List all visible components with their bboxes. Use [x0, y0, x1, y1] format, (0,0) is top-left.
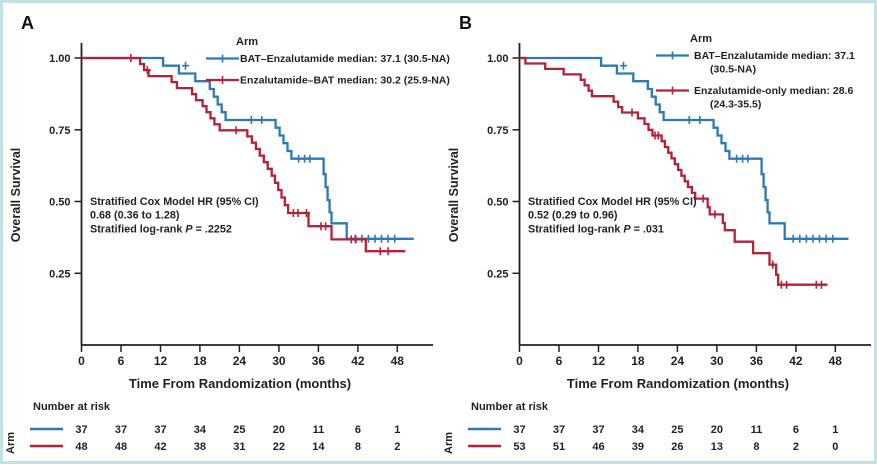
- censor-marks-red: [628, 108, 825, 289]
- at-risk-count: 53: [513, 441, 525, 453]
- x-tick-label: 36: [312, 354, 326, 368]
- y-tick-label: 0.75: [49, 125, 70, 137]
- x-tick-label: 0: [78, 354, 85, 368]
- x-tick-label: 30: [710, 354, 724, 368]
- x-tick-label: 42: [789, 354, 803, 368]
- at-risk-count: 11: [751, 424, 763, 436]
- y-axis-title: Overall Survival: [9, 148, 23, 243]
- y-tick-label: 1.00: [49, 53, 70, 65]
- x-tick-label: 18: [631, 354, 645, 368]
- at-risk-count: 46: [592, 441, 604, 453]
- panel-b-km-chart: 1.000.750.500.250 6 12 18 24 30 36 42 48Overall …: [443, 33, 871, 454]
- x-tick-label: 36: [750, 354, 764, 368]
- at-risk-count: 37: [115, 424, 127, 436]
- x-axis-title: Time From Randomization (months): [129, 376, 351, 391]
- at-risk-count: 13: [711, 441, 723, 453]
- x-axis-title: Time From Randomization (months): [567, 376, 789, 391]
- y-tick-label: 0.50: [487, 197, 508, 209]
- survival-curve-blue: [81, 56, 414, 240]
- stats-line: 0.52 (0.29 to 0.96): [528, 210, 618, 222]
- at-risk-count: 25: [671, 424, 683, 436]
- at-risk-count: 31: [233, 441, 245, 453]
- at-risk-axis-label: Arm: [443, 432, 455, 454]
- x-tick-label: 24: [233, 354, 247, 368]
- panel-b: B 1.00 0.75 0.50 0.25 0 6 12 18 24 30 36 42 48 Overal…: [441, 6, 874, 461]
- at-risk-count: 20: [711, 424, 723, 436]
- stats-line: Stratified log-rank P = .031: [528, 223, 664, 235]
- at-risk-count: 6: [355, 424, 361, 436]
- at-risk-count: 22: [273, 441, 285, 453]
- x-tick-label: 12: [154, 354, 168, 368]
- survival-curve-red: [81, 56, 406, 253]
- at-risk-count: 37: [513, 424, 525, 436]
- panel-a: A 1.00 0.75 0.50 0.25 0 6 12 18 24 30 36 42 48 Overal…: [3, 6, 450, 461]
- at-risk-count: 42: [154, 441, 166, 453]
- at-risk-count: 8: [355, 441, 361, 453]
- at-risk-count: 34: [194, 424, 207, 436]
- x-tick-label: 12: [592, 354, 606, 368]
- at-risk-count: 2: [394, 441, 400, 453]
- y-tick-label: 0.75: [487, 125, 508, 137]
- x-tick-label: 48: [829, 354, 843, 368]
- at-risk-count: 26: [671, 441, 683, 453]
- legend-label: BAT–Enzalutamide median: 37.1 (30.5-NA): [240, 53, 450, 65]
- at-risk-count: 1: [832, 424, 838, 436]
- x-tick-label: 24: [671, 354, 685, 368]
- x-tick-label: 6: [118, 354, 125, 368]
- x-tick-label: 42: [351, 354, 365, 368]
- at-risk-count: 34: [632, 424, 645, 436]
- legend-title: Arm: [236, 36, 258, 48]
- y-tick-label: 1.00: [487, 53, 508, 65]
- at-risk-count: 20: [273, 424, 285, 436]
- at-risk-count: 8: [753, 441, 759, 453]
- legend-title: Arm: [690, 33, 712, 45]
- x-tick-label: 48: [391, 354, 405, 368]
- at-risk-axis-label: Arm: [5, 432, 17, 454]
- y-axis-title: Overall Survival: [447, 148, 461, 243]
- at-risk-count: 48: [75, 441, 87, 453]
- x-tick-label: 30: [272, 354, 286, 368]
- at-risk-count: 37: [592, 424, 604, 436]
- censor-marks-blue: [620, 61, 837, 243]
- y-tick-label: 0.25: [49, 268, 70, 280]
- x-tick-label: 0: [516, 354, 523, 368]
- at-risk-count: 37: [553, 424, 565, 436]
- at-risk-count: 1: [394, 424, 400, 436]
- y-tick-label: 0.50: [49, 197, 70, 209]
- at-risk-count: 37: [154, 424, 166, 436]
- at-risk-count: 14: [312, 441, 325, 453]
- stats-line: Stratified Cox Model HR (95% CI): [528, 196, 697, 208]
- legend-label: (30.5-NA): [710, 64, 756, 76]
- number-at-risk-title: Number at risk: [471, 401, 549, 413]
- at-risk-count: 0: [832, 441, 838, 453]
- x-tick-label: 6: [556, 354, 563, 368]
- at-risk-count: 37: [75, 424, 87, 436]
- at-risk-count: 39: [632, 441, 644, 453]
- stats-line: Stratified log-rank P = .2252: [90, 223, 232, 235]
- legend-label: BAT–Enzalutamide median: 37.1: [694, 50, 855, 62]
- panel-b-letter: B: [459, 13, 472, 33]
- at-risk-count: 48: [115, 441, 127, 453]
- legend-label: (24.3-35.5): [710, 99, 761, 111]
- censor-marks-red: [127, 54, 392, 256]
- x-tick-label: 18: [193, 354, 207, 368]
- stats-line: 0.68 (0.36 to 1.28): [90, 210, 180, 222]
- legend-label: Enzalutamide–BAT median: 30.2 (25.9-NA): [240, 75, 450, 87]
- panel-a-km-chart: 1.000.750.500.250 6 12 18 24 30 36 42 48Overall …: [5, 36, 450, 454]
- y-tick-label: 0.25: [487, 268, 508, 280]
- at-risk-count: 6: [793, 424, 799, 436]
- survival-curve-blue: [519, 56, 849, 240]
- stats-line: Stratified Cox Model HR (95% CI): [90, 196, 259, 208]
- number-at-risk-title: Number at risk: [33, 401, 111, 413]
- panel-a-letter: A: [21, 13, 34, 33]
- at-risk-count: 51: [553, 441, 565, 453]
- at-risk-count: 25: [233, 424, 245, 436]
- at-risk-count: 11: [313, 424, 325, 436]
- at-risk-count: 2: [793, 441, 799, 453]
- at-risk-count: 38: [194, 441, 206, 453]
- survival-curve-red: [519, 56, 828, 286]
- legend-label: Enzalutamide-only median: 28.6: [694, 85, 853, 97]
